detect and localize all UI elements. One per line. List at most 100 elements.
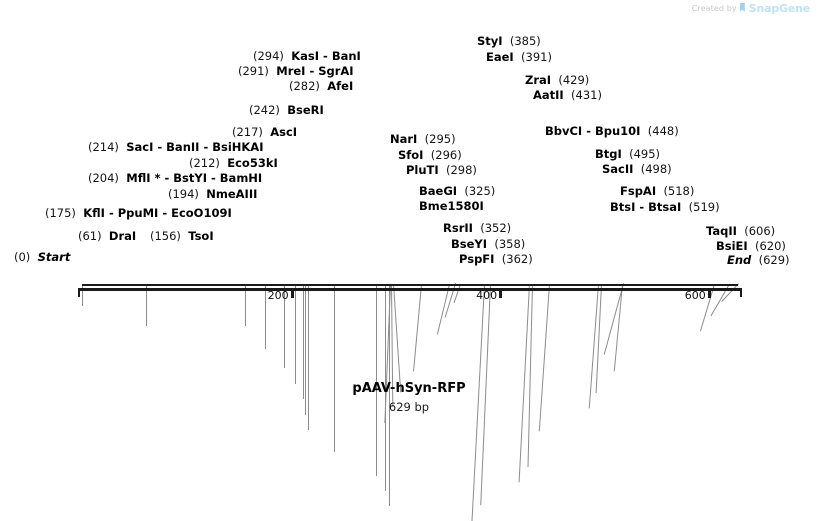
site-position-label: (498) [640, 162, 672, 176]
restriction-site-label[interactable]: (294) KasI - BanI [253, 50, 361, 62]
leader-line [294, 284, 296, 384]
site-enzyme-label: MflI * - BstYI - BamHI [126, 171, 263, 185]
site-enzyme-label: SfoI [398, 148, 424, 162]
site-position-label: (629) [758, 253, 790, 267]
restriction-site-label[interactable]: StyI (385) [477, 35, 541, 47]
site-enzyme-label: KflI - PpuMI - EcoO109I [83, 206, 232, 220]
restriction-site-label[interactable]: (282) AfeI [289, 80, 353, 92]
snapgene-watermark: Created by SnapGene [692, 2, 810, 15]
site-enzyme-label: TsoI [188, 229, 214, 243]
site-position-label: (352) [480, 221, 512, 235]
site-position-label: (214) [88, 140, 119, 154]
restriction-site-label[interactable]: FspAI (518) [620, 185, 694, 197]
site-position-label: (429) [558, 73, 590, 87]
restriction-site-label[interactable]: (214) SacI - BanII - BsiHKAI [88, 141, 264, 153]
restriction-site-label[interactable]: EaeI (391) [486, 51, 552, 63]
site-enzyme-label: AfeI [327, 79, 354, 93]
site-position-label: (0) [14, 250, 31, 264]
site-position-label: (295) [424, 132, 456, 146]
site-position-label: (212) [189, 156, 220, 170]
site-enzyme-label: BbvCI - Bpu10I [545, 124, 641, 138]
site-position-label: (61) [78, 229, 102, 243]
restriction-site-label[interactable]: (212) Eco53kI [189, 157, 278, 169]
site-enzyme-label: BtgI [595, 147, 622, 161]
site-position-label: (391) [521, 50, 552, 64]
restriction-site-label[interactable]: BaeGI (325) [419, 185, 495, 197]
site-enzyme-label: RsrII [443, 221, 473, 235]
restriction-site-label[interactable]: (175) KflI - PpuMI - EcoO109I [45, 207, 232, 219]
restriction-site-label[interactable]: SacII (498) [602, 163, 672, 175]
page-title: pAAV-hSyn-RFP [352, 381, 466, 396]
site-position-label: (620) [755, 239, 786, 253]
ruler-tick-600 [707, 290, 711, 298]
leader-line [334, 284, 336, 452]
site-position-label: (204) [88, 171, 119, 185]
restriction-site-label[interactable]: AatII (431) [533, 89, 602, 101]
site-position-label: (325) [464, 184, 496, 198]
site-enzyme-label: StyI [477, 34, 503, 48]
site-position-label: (519) [688, 200, 720, 214]
backbone-line-bottom [78, 288, 742, 291]
site-position-label: (242) [249, 103, 280, 117]
backbone-line-top [82, 284, 738, 286]
backbone-endcap-right [740, 288, 742, 297]
restriction-site-label[interactable]: BbvCI - Bpu10I (448) [545, 125, 679, 137]
restriction-site-label[interactable]: BsiEI (620) [716, 240, 786, 252]
ruler-tick-label: 600 [684, 289, 706, 302]
site-position-label: (431) [571, 88, 602, 102]
site-position-label: (358) [494, 237, 526, 251]
restriction-site-label[interactable]: (61) DraI [78, 230, 136, 242]
restriction-site-label[interactable]: (217) AscI [232, 126, 297, 138]
site-enzyme-label: BtsI - BtsaI [610, 200, 682, 214]
restriction-site-label[interactable]: (204) MflI * - BstYI - BamHI [88, 172, 262, 184]
restriction-site-label[interactable]: End (629) [727, 254, 790, 266]
site-enzyme-label: BseRI [287, 103, 324, 117]
restriction-site-label[interactable]: NarI (295) [390, 133, 456, 145]
site-enzyme-label: Bme1580I [419, 199, 484, 213]
restriction-site-label[interactable]: (0) Start [14, 251, 70, 263]
site-enzyme-label: DraI [108, 229, 137, 243]
site-enzyme-label: AscI [270, 125, 298, 139]
restriction-site-label[interactable]: (156) TsoI [150, 230, 214, 242]
site-position-label: (606) [744, 224, 776, 238]
plasmid-size-label: 629 bp [388, 400, 430, 414]
site-position-label: (518) [663, 184, 695, 198]
restriction-site-label[interactable]: ZraI (429) [525, 74, 589, 86]
leader-line [392, 283, 401, 393]
site-enzyme-label: BaeGI [419, 184, 458, 198]
site-position-label: (175) [45, 206, 76, 220]
restriction-site-label[interactable]: BseYI (358) [451, 238, 525, 250]
site-position-label: (156) [150, 229, 181, 243]
site-position-label: (217) [232, 125, 263, 139]
restriction-site-label[interactable]: (194) NmeAIII [168, 188, 257, 200]
ruler-tick-label: 200 [267, 289, 289, 302]
ruler-tick-200 [290, 290, 294, 298]
site-position-label: (362) [501, 252, 533, 266]
site-enzyme-label: KasI - BanI [291, 49, 361, 63]
restriction-site-label[interactable]: BtsI - BtsaI (519) [610, 201, 720, 213]
site-position-label: (385) [509, 34, 541, 48]
site-enzyme-label: ZraI [525, 73, 552, 87]
site-position-label: (291) [238, 64, 269, 78]
leader-line [376, 284, 378, 476]
restriction-site-label[interactable]: Bme1580I [419, 200, 484, 212]
ruler-tick-400 [499, 290, 503, 298]
leader-line [264, 284, 266, 349]
restriction-site-label[interactable]: PluTI (298) [406, 164, 477, 176]
restriction-site-label[interactable]: SfoI (296) [398, 149, 462, 161]
site-enzyme-label: Eco53kI [227, 156, 278, 170]
restriction-site-label[interactable]: PspFI (362) [459, 253, 533, 265]
restriction-site-label[interactable]: (242) BseRI [249, 104, 324, 116]
site-enzyme-label: TaqII [706, 224, 737, 238]
ruler-tick-label: 400 [476, 289, 498, 302]
site-enzyme-label: NarI [390, 132, 418, 146]
snapgene-flag-icon [740, 3, 746, 14]
restriction-site-label[interactable]: RsrII (352) [443, 222, 511, 234]
watermark-brand-label: SnapGene [748, 2, 810, 15]
site-enzyme-label: EaeI [486, 50, 514, 64]
site-enzyme-label: FspAI [620, 184, 657, 198]
restriction-site-label[interactable]: BtgI (495) [595, 148, 660, 160]
site-enzyme-label: MreI - SgrAI [276, 64, 354, 78]
restriction-site-label[interactable]: TaqII (606) [706, 225, 775, 237]
restriction-site-label[interactable]: (291) MreI - SgrAI [238, 65, 354, 77]
